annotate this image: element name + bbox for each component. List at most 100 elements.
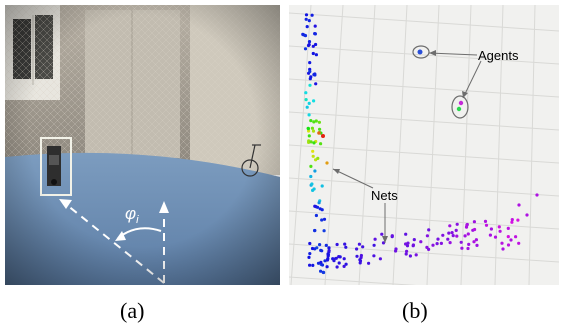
net-point [310, 126, 314, 130]
net-point [357, 242, 361, 246]
net-point [500, 241, 504, 245]
net-point [309, 174, 313, 179]
net-point [311, 44, 315, 48]
net-point [317, 120, 321, 124]
net-point [305, 105, 309, 109]
net-point [313, 169, 317, 173]
agent-marker-icon [451, 95, 469, 119]
net-point [323, 259, 327, 263]
net-point [314, 82, 318, 86]
net-point [489, 227, 493, 231]
net-point [498, 229, 502, 233]
photo-panel-a: φi [5, 5, 280, 285]
net-point [510, 220, 514, 224]
net-point [460, 246, 464, 250]
agent-point [458, 100, 464, 106]
net-point [311, 154, 315, 158]
net-point [454, 228, 458, 232]
grid-line [289, 243, 559, 263]
net-point [472, 240, 476, 244]
net-point [318, 127, 322, 131]
net-point [314, 53, 318, 57]
net-point [317, 201, 321, 205]
net-point [303, 34, 308, 38]
grid-line [289, 276, 417, 285]
net-point [446, 237, 450, 241]
net-point [344, 245, 348, 249]
grid-line [289, 177, 559, 197]
net-point [307, 19, 311, 23]
net-point [455, 234, 459, 238]
net-point [311, 129, 316, 133]
net-point [342, 257, 346, 261]
net-point [308, 263, 312, 267]
net-point [313, 72, 317, 76]
net-point [308, 61, 312, 65]
net-point [359, 253, 363, 258]
net-point [314, 119, 318, 123]
net-point [311, 51, 315, 56]
net-point [318, 243, 322, 247]
net-point [320, 249, 324, 253]
net-points [301, 13, 539, 275]
net-point [459, 240, 463, 244]
net-point [514, 235, 518, 239]
grid-line [290, 5, 312, 285]
net-point [447, 231, 451, 235]
net-point [308, 77, 312, 81]
net-point [501, 247, 505, 251]
net-point [335, 265, 339, 269]
net-point [310, 13, 314, 17]
net-point [314, 42, 318, 47]
grid-line [528, 5, 536, 285]
net-point [304, 13, 309, 17]
net-point [304, 91, 308, 95]
grid-line [289, 144, 559, 164]
net-point [474, 238, 478, 242]
grid-line [426, 5, 440, 285]
net-point [472, 220, 476, 224]
agent-point [456, 106, 462, 112]
net-point [304, 98, 308, 102]
caption-a: (a) [120, 298, 145, 323]
perspective-grid [289, 5, 559, 285]
net-point [506, 235, 510, 239]
net-point [405, 249, 409, 253]
grid-line [289, 78, 559, 98]
grid-line [324, 5, 344, 285]
net-point [441, 233, 445, 237]
net-point [361, 245, 365, 249]
net-point [312, 99, 316, 103]
net-point [343, 242, 347, 246]
net-point [390, 234, 394, 238]
net-point [307, 101, 311, 105]
net-point [473, 227, 477, 232]
net-point [517, 203, 521, 207]
net-point [326, 253, 330, 257]
nets-annotation: Nets [371, 188, 398, 203]
net-point [312, 120, 316, 124]
net-point [405, 244, 410, 248]
net-point [306, 43, 311, 48]
net-point [320, 184, 324, 188]
agent-point [417, 49, 423, 55]
net-point [411, 243, 415, 247]
net-point [320, 263, 325, 267]
net-point [306, 126, 310, 130]
net-point [372, 243, 376, 247]
net-point [322, 270, 326, 275]
net-point [381, 241, 386, 245]
net-point [308, 252, 312, 256]
grid-line [289, 111, 559, 131]
agents-annotation: Agents [478, 48, 519, 63]
net-point [427, 228, 431, 232]
grid-line [289, 12, 559, 32]
net-point [358, 258, 362, 262]
net-point [309, 164, 313, 168]
net-point [308, 241, 312, 246]
annotation-arrowhead [333, 169, 340, 174]
net-point [307, 40, 312, 44]
net-point [327, 246, 331, 250]
net-point [372, 254, 376, 258]
net-point [448, 241, 452, 245]
